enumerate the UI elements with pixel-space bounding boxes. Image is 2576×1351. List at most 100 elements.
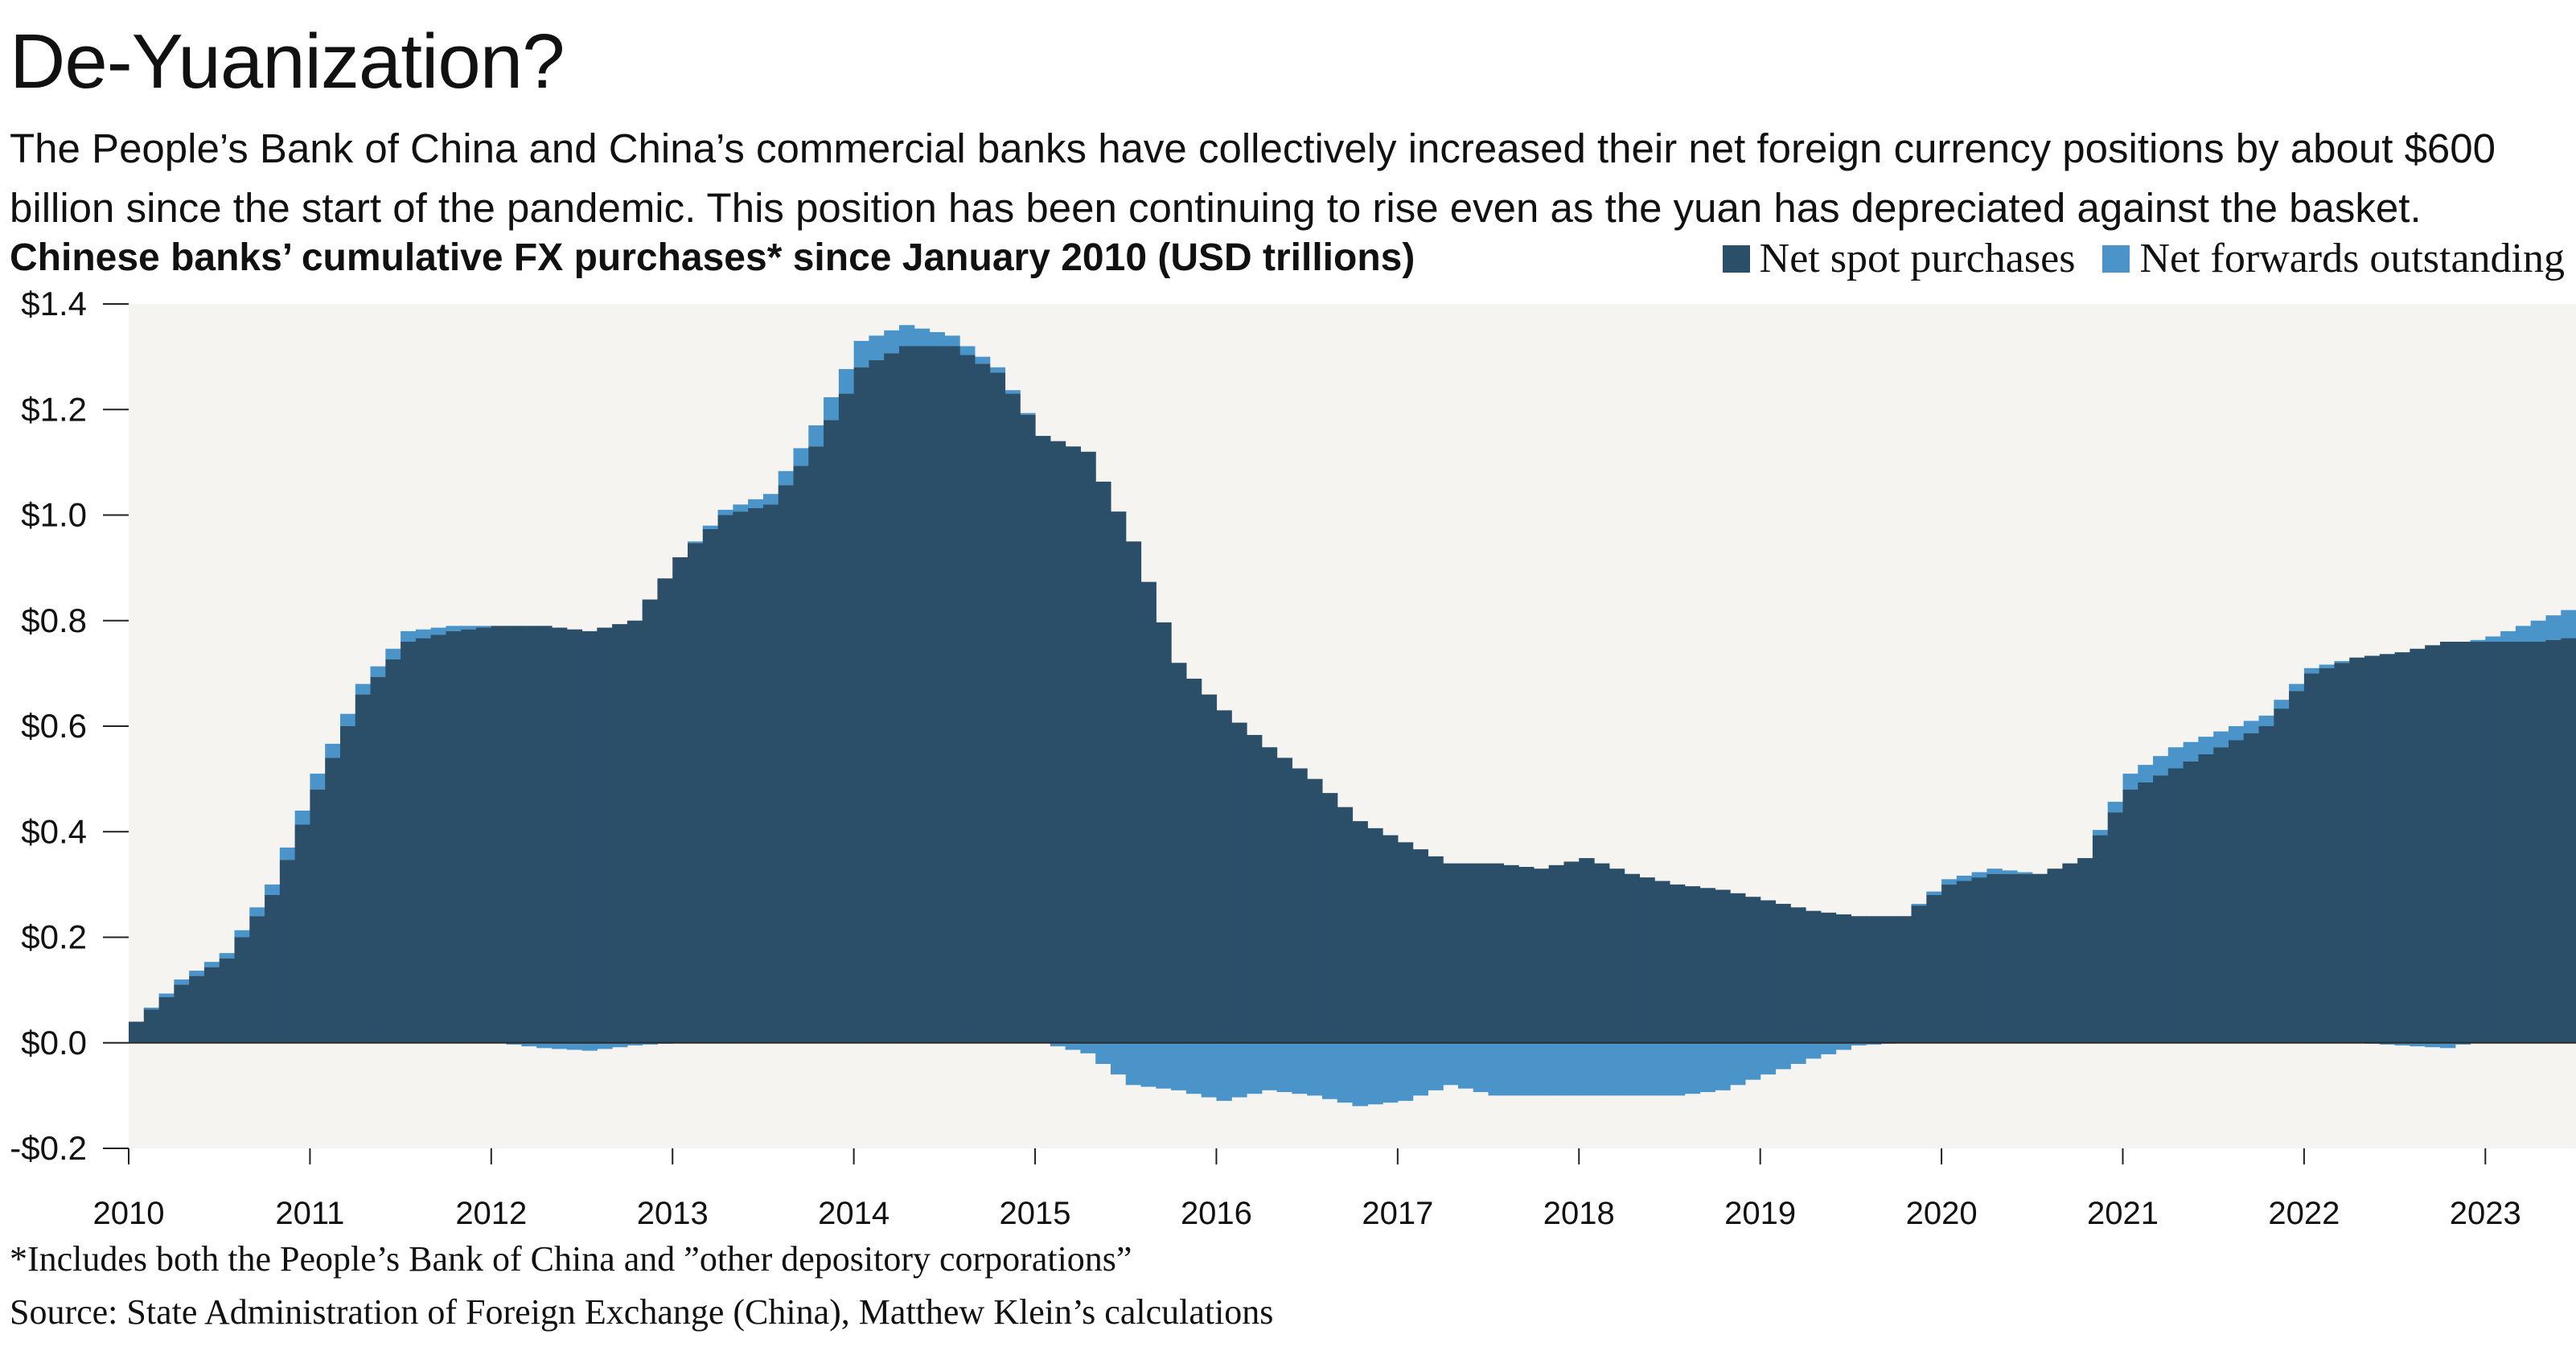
spot-bar — [808, 446, 824, 1043]
forwards-bar — [1020, 413, 1036, 415]
x-tick-label: 2015 — [1000, 1196, 1071, 1231]
x-tick-label: 2011 — [275, 1196, 344, 1231]
x-tick-label: 2012 — [455, 1196, 527, 1231]
forwards-bar — [944, 335, 960, 347]
spot-bar — [1806, 910, 1822, 1043]
spot-bar — [385, 659, 401, 1043]
spot-bar — [1457, 863, 1474, 1043]
spot-bar — [2394, 652, 2410, 1043]
forwards-bar — [1156, 1042, 1172, 1089]
spot-bar — [1548, 864, 1565, 1043]
legend-swatch-forwards — [2102, 244, 2130, 273]
spot-bar — [1321, 793, 1338, 1043]
spot-bar — [2258, 726, 2274, 1043]
spot-bar — [898, 346, 915, 1043]
spot-bar — [1171, 663, 1187, 1043]
forwards-bar — [778, 470, 795, 486]
spot-bar — [325, 758, 341, 1043]
forwards-bar — [536, 1042, 553, 1049]
x-tick-label: 2019 — [1724, 1196, 1796, 1231]
spot-bar — [1744, 897, 1761, 1043]
spot-bar — [249, 916, 265, 1043]
forwards-bar — [1835, 1042, 1851, 1050]
forwards-bar — [2515, 626, 2532, 642]
forwards-bar — [1367, 1042, 1383, 1105]
spot-bar — [1986, 873, 2003, 1043]
legend-item-spot: Net spot purchases — [1722, 235, 2075, 282]
forwards-bar — [1533, 1042, 1550, 1096]
forwards-bar — [325, 743, 341, 758]
spot-bar — [1518, 867, 1535, 1043]
forwards-bar — [1790, 1042, 1806, 1064]
spot-bar — [491, 626, 507, 1043]
y-tick-label: $0.4 — [21, 812, 87, 850]
spot-bar — [294, 824, 310, 1043]
forwards-bar — [1518, 1042, 1535, 1096]
spot-bar — [1307, 778, 1323, 1043]
spot-bar — [1005, 393, 1021, 1043]
spot-bar — [521, 626, 537, 1043]
y-tick-label: $0.2 — [21, 918, 87, 956]
spot-bar — [2425, 645, 2441, 1043]
forwards-bar — [1654, 1042, 1670, 1096]
spot-bar — [1020, 414, 1036, 1043]
forwards-bar — [2334, 661, 2350, 663]
spot-bar — [2515, 642, 2532, 1043]
forwards-bar — [1669, 1042, 1686, 1096]
spot-bar — [793, 466, 809, 1043]
spot-bar — [1624, 873, 1640, 1043]
forwards-bar — [1382, 1042, 1399, 1103]
forwards-bar — [476, 626, 492, 628]
spot-bar — [884, 353, 900, 1043]
forwards-bar — [702, 525, 719, 529]
spot-bar — [2183, 761, 2199, 1043]
spot-bar — [1760, 900, 1777, 1043]
forwards-bar — [249, 907, 265, 917]
forwards-bar — [1321, 1042, 1338, 1099]
x-tick-label: 2017 — [1362, 1196, 1433, 1231]
spot-bar — [355, 694, 372, 1043]
spot-bar — [974, 363, 991, 1043]
forwards-bar — [1337, 1042, 1354, 1103]
spot-bar — [2561, 638, 2576, 1043]
y-tick-label: $1.4 — [21, 285, 87, 322]
forwards-bar — [1412, 1042, 1429, 1096]
forwards-bar — [853, 340, 870, 368]
forwards-bar — [189, 971, 205, 976]
spot-bar — [2138, 782, 2154, 1043]
spot-bar — [461, 629, 477, 1043]
spot-bar — [1140, 581, 1157, 1043]
legend-item-forwards: Net forwards outstanding — [2102, 235, 2565, 282]
spot-bar — [129, 1021, 145, 1043]
spot-bar — [1503, 864, 1519, 1043]
spot-bar — [203, 967, 220, 1043]
spot-bar — [1352, 821, 1368, 1043]
spot-bar — [1699, 888, 1715, 1043]
spot-bar — [536, 626, 553, 1043]
legend: Net spot purchases Net forwards outstand… — [1695, 235, 2565, 282]
forwards-bar — [974, 356, 991, 364]
y-tick-label: $0.0 — [21, 1024, 87, 1062]
forwards-bar — [1699, 1042, 1715, 1092]
forwards-bar — [1579, 1042, 1595, 1096]
spot-bar — [1956, 881, 1973, 1043]
forwards-bar — [1806, 1042, 1822, 1059]
forwards-bar — [2243, 721, 2260, 733]
spot-bar — [2439, 642, 2456, 1043]
forwards-bar — [158, 993, 175, 997]
spot-bar — [2062, 863, 2078, 1043]
forwards-bar — [1231, 1042, 1247, 1098]
spot-bar — [672, 557, 688, 1043]
forwards-bar — [1457, 1042, 1474, 1089]
spot-bar — [1971, 877, 1988, 1043]
spot-bar — [1866, 916, 1882, 1043]
forwards-bar — [446, 626, 462, 631]
forwards-bar — [1443, 1042, 1459, 1086]
forwards-bar — [1956, 875, 1973, 881]
spot-bar — [2198, 754, 2214, 1043]
spot-bar — [566, 629, 583, 1043]
spot-bar — [2289, 691, 2305, 1043]
spot-bar — [1247, 734, 1263, 1043]
spot-bar — [1382, 835, 1399, 1043]
spot-bar — [1412, 849, 1429, 1043]
